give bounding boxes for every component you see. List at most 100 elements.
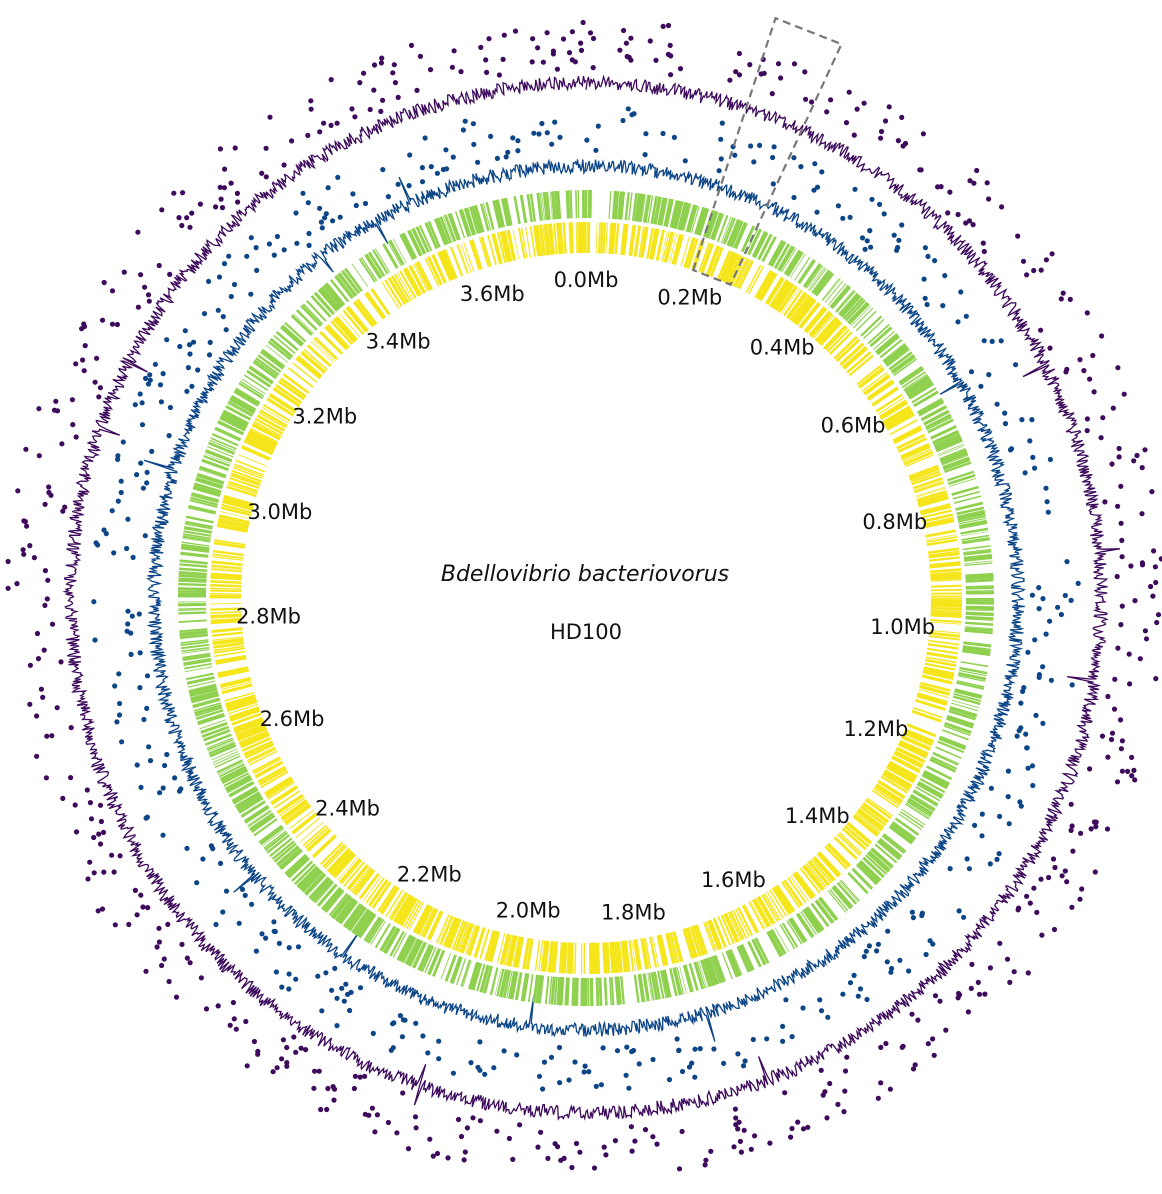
gene-mark	[451, 920, 465, 950]
outlier-point	[341, 998, 347, 1004]
gene-mark	[394, 895, 413, 924]
gene-mark	[261, 406, 289, 424]
gene-mark	[339, 858, 362, 884]
gene-mark	[842, 827, 867, 850]
gene-mark	[715, 954, 727, 982]
gene-mark	[639, 193, 645, 223]
gene-mark	[723, 217, 736, 245]
outlier-point	[988, 785, 995, 791]
gene-mark	[480, 236, 492, 267]
outlier-point	[512, 28, 519, 34]
outlier-point	[223, 327, 229, 333]
gene-mark	[634, 939, 641, 971]
gene-mark	[267, 341, 291, 361]
outlier-point	[733, 69, 739, 75]
outlier-point	[536, 131, 542, 137]
gene-mark	[521, 227, 528, 259]
gene-mark	[811, 313, 833, 338]
outlier-point	[200, 856, 206, 862]
outlier-point	[157, 382, 164, 388]
outlier-point	[1038, 267, 1044, 273]
gene-mark	[783, 249, 800, 275]
outlier-point	[653, 57, 659, 63]
gene-mark	[959, 521, 988, 530]
outlier-point	[139, 400, 145, 406]
gene-mark	[779, 247, 795, 272]
outlier-point	[450, 154, 456, 160]
outlier-point	[538, 1129, 544, 1135]
gene-mark	[225, 695, 257, 708]
gene-mark	[653, 971, 661, 1000]
gene-mark	[789, 294, 810, 321]
outlier-point	[921, 276, 927, 282]
gene-mark	[958, 515, 986, 523]
gene-mark	[930, 588, 962, 592]
outlier-point	[671, 134, 678, 140]
outlier-point	[979, 811, 985, 817]
gene-mark	[513, 196, 521, 225]
gene-mark	[414, 904, 431, 934]
gene-mark	[855, 863, 878, 886]
gene-mark	[462, 960, 472, 988]
gene-mark	[404, 938, 418, 964]
outer-outlier-points-track	[5, 19, 1162, 1172]
gene-mark	[848, 354, 874, 376]
gene-mark	[863, 375, 891, 396]
gene-mark	[552, 941, 558, 973]
gene-mark	[472, 239, 483, 270]
gene-mark	[803, 864, 825, 890]
gene-mark	[460, 959, 471, 987]
outlier-point	[1142, 628, 1148, 634]
outlier-point	[220, 314, 226, 320]
gene-mark	[402, 268, 421, 297]
outlier-point	[279, 984, 285, 990]
gene-mark	[439, 915, 454, 946]
gene-mark	[608, 190, 612, 219]
gene-mark	[594, 942, 598, 974]
gene-mark	[899, 810, 924, 828]
gene-mark	[659, 197, 668, 226]
gene-mark	[916, 490, 947, 502]
gene-mark	[863, 856, 885, 877]
gene-mark	[433, 218, 446, 246]
outlier-point	[981, 338, 987, 344]
gene-mark	[598, 222, 601, 254]
gene-mark	[216, 759, 243, 774]
gene-mark	[312, 834, 337, 859]
gene-mark	[916, 694, 947, 706]
gene-mark	[925, 529, 957, 538]
gene-mark	[494, 968, 502, 996]
gene-mark	[197, 712, 225, 724]
outlier-point	[87, 800, 93, 806]
gene-mark	[809, 311, 832, 337]
gene-mark	[271, 338, 294, 357]
outlier-point	[126, 921, 132, 928]
outlier-point	[316, 1068, 322, 1074]
gene-mark	[689, 926, 702, 957]
gene-mark	[951, 699, 980, 709]
gene-mark	[296, 309, 318, 330]
gene-mark	[611, 941, 617, 973]
gene-mark	[647, 195, 653, 224]
outlier-point	[660, 23, 666, 29]
gene-mark	[390, 892, 407, 920]
gene-mark	[207, 740, 235, 752]
gene-mark	[233, 467, 263, 480]
gene-mark	[952, 695, 981, 705]
gene-mark	[964, 562, 993, 567]
gene-mark	[765, 276, 784, 305]
gene-mark	[732, 909, 748, 939]
gene-mark	[571, 977, 574, 1006]
gene-mark	[937, 443, 964, 455]
gene-mark	[896, 433, 926, 450]
gene-mark	[902, 731, 933, 747]
gene-mark	[664, 231, 672, 263]
outlier-point	[740, 1063, 747, 1069]
gene-mark	[245, 436, 275, 452]
gene-mark	[261, 828, 285, 847]
gene-mark	[826, 843, 851, 868]
gene-mark	[194, 704, 222, 716]
outlier-point	[966, 866, 973, 872]
gene-mark	[953, 693, 982, 702]
gene-mark	[178, 604, 207, 607]
